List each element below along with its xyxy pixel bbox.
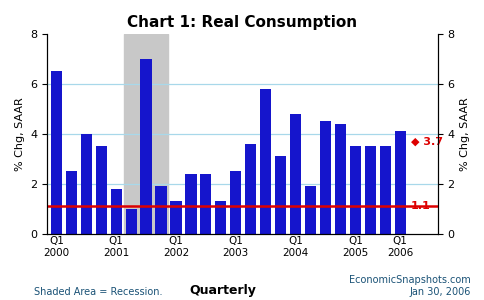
Bar <box>244 144 256 234</box>
Text: EconomicSnapshots.com
Jan 30, 2006: EconomicSnapshots.com Jan 30, 2006 <box>348 275 469 297</box>
Bar <box>123 34 168 234</box>
Bar <box>274 156 286 234</box>
Bar <box>110 189 121 234</box>
Bar <box>349 146 360 234</box>
Bar <box>125 209 136 234</box>
Bar <box>259 89 271 234</box>
Bar <box>215 201 226 234</box>
Y-axis label: % Chg, SAAR: % Chg, SAAR <box>15 97 25 171</box>
Bar <box>185 174 196 234</box>
Y-axis label: % Chg, SAAR: % Chg, SAAR <box>459 97 469 171</box>
Bar <box>230 171 241 234</box>
Bar <box>289 114 301 234</box>
Text: Shaded Area = Recession.: Shaded Area = Recession. <box>34 287 162 297</box>
Bar <box>140 59 151 234</box>
Bar <box>51 71 62 234</box>
Bar <box>95 146 106 234</box>
Bar <box>364 146 375 234</box>
Bar <box>394 131 405 234</box>
Text: 1.1: 1.1 <box>410 201 429 211</box>
Bar <box>319 121 331 234</box>
Bar <box>304 186 316 234</box>
Bar <box>200 174 211 234</box>
Bar <box>80 134 91 234</box>
Text: Quarterly: Quarterly <box>189 284 256 297</box>
Text: ◆ 3.7: ◆ 3.7 <box>410 136 442 146</box>
Bar <box>170 201 181 234</box>
Bar <box>379 146 390 234</box>
Bar <box>155 186 166 234</box>
Bar <box>65 171 77 234</box>
Title: Chart 1: Real Consumption: Chart 1: Real Consumption <box>127 15 357 30</box>
Bar <box>334 124 345 234</box>
